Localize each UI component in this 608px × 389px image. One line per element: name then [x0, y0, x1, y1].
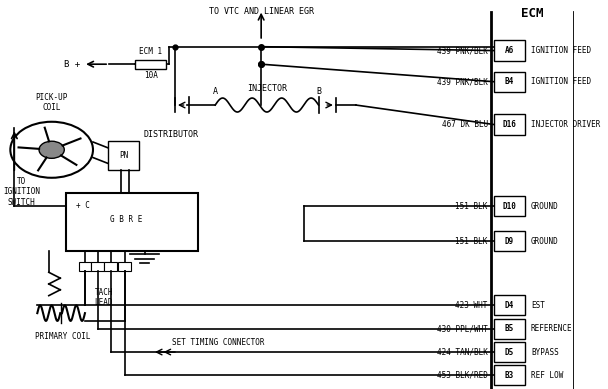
Bar	[494, 342, 525, 362]
Text: + C: + C	[77, 202, 90, 210]
Text: PRIMARY COIL: PRIMARY COIL	[35, 332, 91, 341]
Text: INJECTOR: INJECTOR	[247, 84, 287, 93]
Text: IGNITION FEED: IGNITION FEED	[531, 77, 591, 86]
Text: TACH
LEAD: TACH LEAD	[95, 288, 113, 307]
Text: D5: D5	[505, 347, 514, 357]
Bar	[494, 196, 525, 216]
Text: D10: D10	[502, 202, 516, 211]
Text: EST: EST	[531, 301, 545, 310]
Text: A: A	[213, 88, 218, 96]
Text: INJECTOR DRIVER: INJECTOR DRIVER	[531, 120, 600, 129]
Text: 453 BLK/RED: 453 BLK/RED	[437, 371, 488, 380]
Bar	[494, 319, 525, 339]
Text: 424 TAN/BLK: 424 TAN/BLK	[437, 347, 488, 357]
Text: D4: D4	[505, 301, 514, 310]
Text: 467 DK BLU: 467 DK BLU	[441, 120, 488, 129]
Text: B: B	[316, 88, 321, 96]
Text: 430 PPL/WHT: 430 PPL/WHT	[437, 324, 488, 333]
Text: BYPASS: BYPASS	[531, 347, 559, 357]
Text: GROUND: GROUND	[531, 202, 559, 211]
Text: TO VTC AND LINEAR EGR: TO VTC AND LINEAR EGR	[209, 7, 314, 16]
Text: B5: B5	[505, 324, 514, 333]
Text: PICK-UP
COIL: PICK-UP COIL	[35, 93, 68, 112]
Bar	[118, 262, 131, 271]
Bar	[494, 231, 525, 251]
Bar	[78, 262, 91, 271]
Text: D9: D9	[505, 237, 514, 246]
Bar	[91, 262, 104, 271]
Text: 10A: 10A	[144, 71, 158, 80]
Text: B4: B4	[505, 77, 514, 86]
Text: B +: B +	[64, 60, 80, 69]
Text: IGNITION FEED: IGNITION FEED	[531, 46, 591, 55]
Text: REF LOW: REF LOW	[531, 371, 563, 380]
Bar	[494, 114, 525, 135]
Bar	[494, 40, 525, 61]
Text: D16: D16	[502, 120, 516, 129]
Text: 439 PNK/BLK: 439 PNK/BLK	[437, 77, 488, 86]
Text: 151 BLK: 151 BLK	[455, 237, 488, 246]
Text: PN: PN	[119, 151, 128, 160]
Bar	[108, 141, 139, 170]
Text: SET TIMING CONNECTOR: SET TIMING CONNECTOR	[172, 338, 264, 347]
Text: ECM: ECM	[522, 7, 544, 20]
Text: REFERENCE: REFERENCE	[531, 324, 573, 333]
Bar	[66, 193, 198, 251]
Text: A6: A6	[505, 46, 514, 55]
Text: G B R E: G B R E	[109, 215, 142, 224]
Text: 439 PNK/BLK: 439 PNK/BLK	[437, 46, 488, 55]
Bar	[135, 60, 167, 69]
Circle shape	[39, 141, 64, 158]
Text: GROUND: GROUND	[531, 237, 559, 246]
Text: ECM 1: ECM 1	[139, 47, 162, 56]
Text: 423 WHT: 423 WHT	[455, 301, 488, 310]
Bar	[105, 262, 117, 271]
Bar	[494, 72, 525, 92]
Text: TO
IGNITION
SWITCH: TO IGNITION SWITCH	[3, 177, 40, 207]
Bar	[494, 295, 525, 315]
Bar	[494, 365, 525, 385]
Text: 151 BLK: 151 BLK	[455, 202, 488, 211]
Text: B3: B3	[505, 371, 514, 380]
Text: DISTRIBUTOR: DISTRIBUTOR	[143, 130, 198, 139]
